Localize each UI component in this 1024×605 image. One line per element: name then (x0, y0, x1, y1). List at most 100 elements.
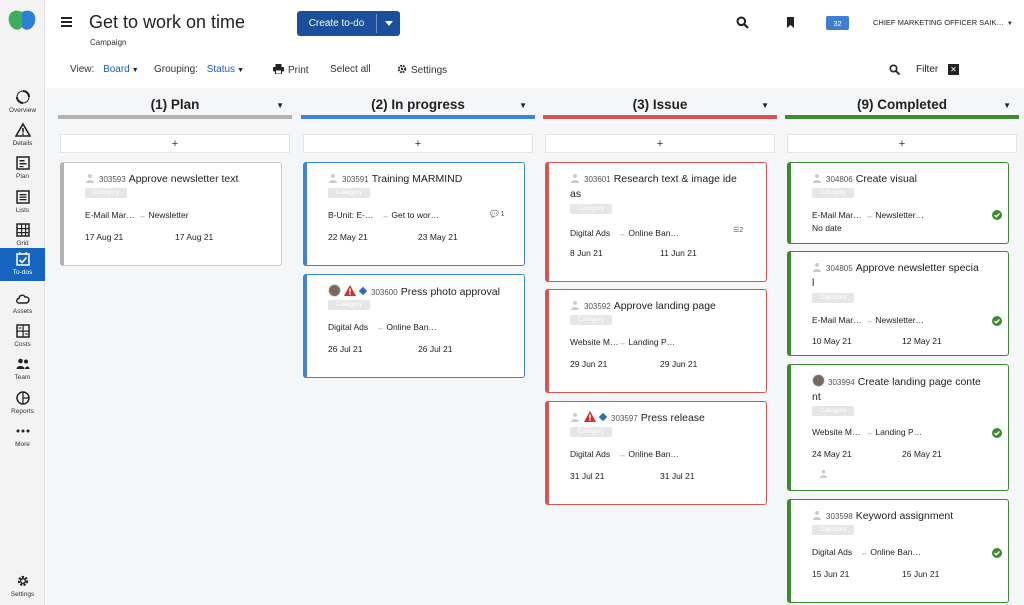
grid-icon (15, 222, 31, 238)
notification-badge[interactable]: 32 (826, 16, 849, 30)
sidebar: Overview Details Plan Lists Grid To-dos … (0, 0, 45, 605)
column-menu-icon[interactable]: ▼ (519, 101, 527, 110)
todo-card[interactable]: 303597 Press release Category Digital Ads… (545, 401, 767, 505)
sidebar-item-label: Costs (14, 341, 31, 348)
todo-card[interactable]: 303601 Research text & image ide as Catego… (545, 162, 767, 282)
card-field-a: Digital Ads (570, 228, 611, 238)
arrow-icon: ↔ (377, 325, 384, 332)
person-icon (570, 300, 580, 310)
todo-card[interactable]: 303591 Training MARMIND Category B-Unit: … (303, 162, 525, 266)
sidebar-item-reports[interactable]: Reports (0, 387, 45, 420)
end-date: 31 Jul 21 (660, 471, 695, 481)
checkbox-calendar-icon (15, 251, 31, 267)
card-field-b: ↔ Online Ban… (377, 322, 437, 332)
card-field-a: E-Mail Mar… (812, 210, 862, 220)
start-date: 8 Jun 21 (570, 248, 603, 258)
column-status-bar (543, 115, 777, 119)
category-badge: Category (328, 300, 370, 310)
sidebar-item-team[interactable]: Team (0, 353, 45, 386)
card-id: 303600 (371, 288, 398, 297)
sidebar-item-todos[interactable]: To-dos (0, 248, 45, 281)
settings-button[interactable]: Settings (397, 64, 447, 76)
sidebar-item-overview[interactable]: Overview (0, 86, 45, 119)
category-badge: Category (328, 188, 370, 198)
add-todo-button[interactable]: + (545, 134, 775, 153)
grouping-selector[interactable]: Grouping: Status ▼ (154, 64, 244, 75)
caret-down-icon: ▼ (131, 67, 139, 74)
todo-card[interactable]: 303592 Approve landing page Category Webs… (545, 289, 767, 393)
card-id: 303592 (584, 302, 611, 311)
filter-label[interactable]: Filter (916, 64, 939, 75)
page-subtitle: Campaign (90, 38, 127, 47)
kanban-board: (1) Plan ▼ + 303593 Approve newsletter te… (45, 88, 1024, 605)
card-title-row: 303994 Create landing page conte nt (812, 374, 1007, 405)
gear-icon (397, 64, 407, 74)
card-field-a: Digital Ads (570, 449, 611, 459)
sidebar-item-lists[interactable]: Lists (0, 186, 45, 219)
create-todo-label[interactable]: Create to-do (308, 18, 365, 29)
column-status-bar (58, 115, 292, 119)
column-title: (1) Plan (150, 96, 200, 112)
team-icon (15, 356, 31, 372)
list-icon: ☰ (733, 227, 740, 234)
card-field-a: B-Unit: E-… (328, 210, 374, 220)
create-dropdown-toggle[interactable] (377, 11, 400, 36)
sidebar-item-label: Details (12, 140, 33, 147)
todo-card[interactable]: 303600 Press photo approval Category Digi… (303, 274, 525, 378)
sidebar-item-more[interactable]: More (0, 420, 45, 453)
printer-icon (273, 64, 284, 74)
card-title: Approve newsletter specia (855, 262, 979, 274)
add-todo-button[interactable]: + (787, 134, 1017, 153)
todo-card[interactable]: 303593 Approve newsletter text Category E… (60, 162, 282, 266)
app-logo[interactable] (6, 8, 38, 34)
add-todo-button[interactable]: + (303, 134, 533, 153)
grouping-value[interactable]: Status (206, 64, 236, 75)
card-field-b: ↔ Online Ban… (861, 547, 921, 557)
calculator-icon (15, 323, 31, 339)
search-icon[interactable] (736, 16, 749, 29)
user-name: CHIEF MARKETING OFFICER SAIK… (873, 18, 1004, 27)
sidebar-item-costs[interactable]: Costs (0, 320, 45, 353)
start-date: 24 May 21 (812, 449, 852, 459)
hamburger-menu-icon[interactable] (60, 16, 74, 28)
comment-count[interactable]: 💬 1 (490, 210, 505, 218)
card-id: 303597 (611, 414, 638, 423)
sidebar-item-settings[interactable]: Settings (0, 570, 45, 603)
card-id: 303994 (828, 378, 855, 387)
column-menu-icon[interactable]: ▼ (1003, 101, 1011, 110)
check-circle-icon (992, 210, 1002, 220)
create-todo-button[interactable]: Create to-do (297, 11, 400, 36)
clear-filter-icon[interactable]: ✕ (948, 64, 959, 75)
category-badge: Category (570, 427, 612, 437)
sidebar-item-label: Reports (11, 408, 34, 415)
sidebar-item-plan[interactable]: Plan (0, 152, 45, 185)
card-title-row: 303593 Approve newsletter text (85, 172, 280, 187)
plan-document-icon (15, 155, 31, 171)
sidebar-item-label: Team (14, 374, 31, 381)
print-button[interactable]: Print (273, 64, 309, 76)
add-todo-button[interactable]: + (60, 134, 290, 153)
subtask-count[interactable]: ☰2 (733, 226, 743, 234)
column-menu-icon[interactable]: ▼ (276, 101, 284, 110)
todo-card[interactable]: 304805 Approve newsletter specia l Categor… (787, 251, 1009, 356)
sidebar-item-assets[interactable]: Assets (0, 287, 45, 320)
warning-icon (344, 285, 356, 296)
todo-card[interactable]: 303994 Create landing page conte nt Catego… (787, 364, 1009, 491)
column-menu-icon[interactable]: ▼ (761, 101, 769, 110)
bookmark-icon[interactable] (786, 17, 795, 28)
card-field-b-value: Landing P… (628, 337, 676, 347)
sidebar-item-grid[interactable]: Grid (0, 219, 45, 252)
todo-card[interactable]: 304806 Create visual Category E-Mail Mar…… (787, 162, 1009, 244)
sidebar-item-details[interactable]: Details (0, 119, 45, 152)
start-date: 26 Jul 21 (328, 344, 363, 354)
column-title: (3) Issue (632, 96, 688, 112)
filter-search-icon[interactable] (889, 64, 900, 75)
view-selector[interactable]: View: Board ▼ (70, 64, 139, 75)
view-value[interactable]: Board (103, 64, 130, 75)
select-all-button[interactable]: Select all (330, 64, 371, 75)
card-title: Create landing page conte (857, 376, 981, 388)
todo-card[interactable]: 303598 Keyword assignment Category Digita… (787, 499, 1009, 603)
start-date: 31 Jul 21 (570, 471, 605, 481)
user-menu[interactable]: CHIEF MARKETING OFFICER SAIK… ▼ (873, 18, 1013, 27)
sidebar-item-label: Grid (16, 240, 29, 247)
